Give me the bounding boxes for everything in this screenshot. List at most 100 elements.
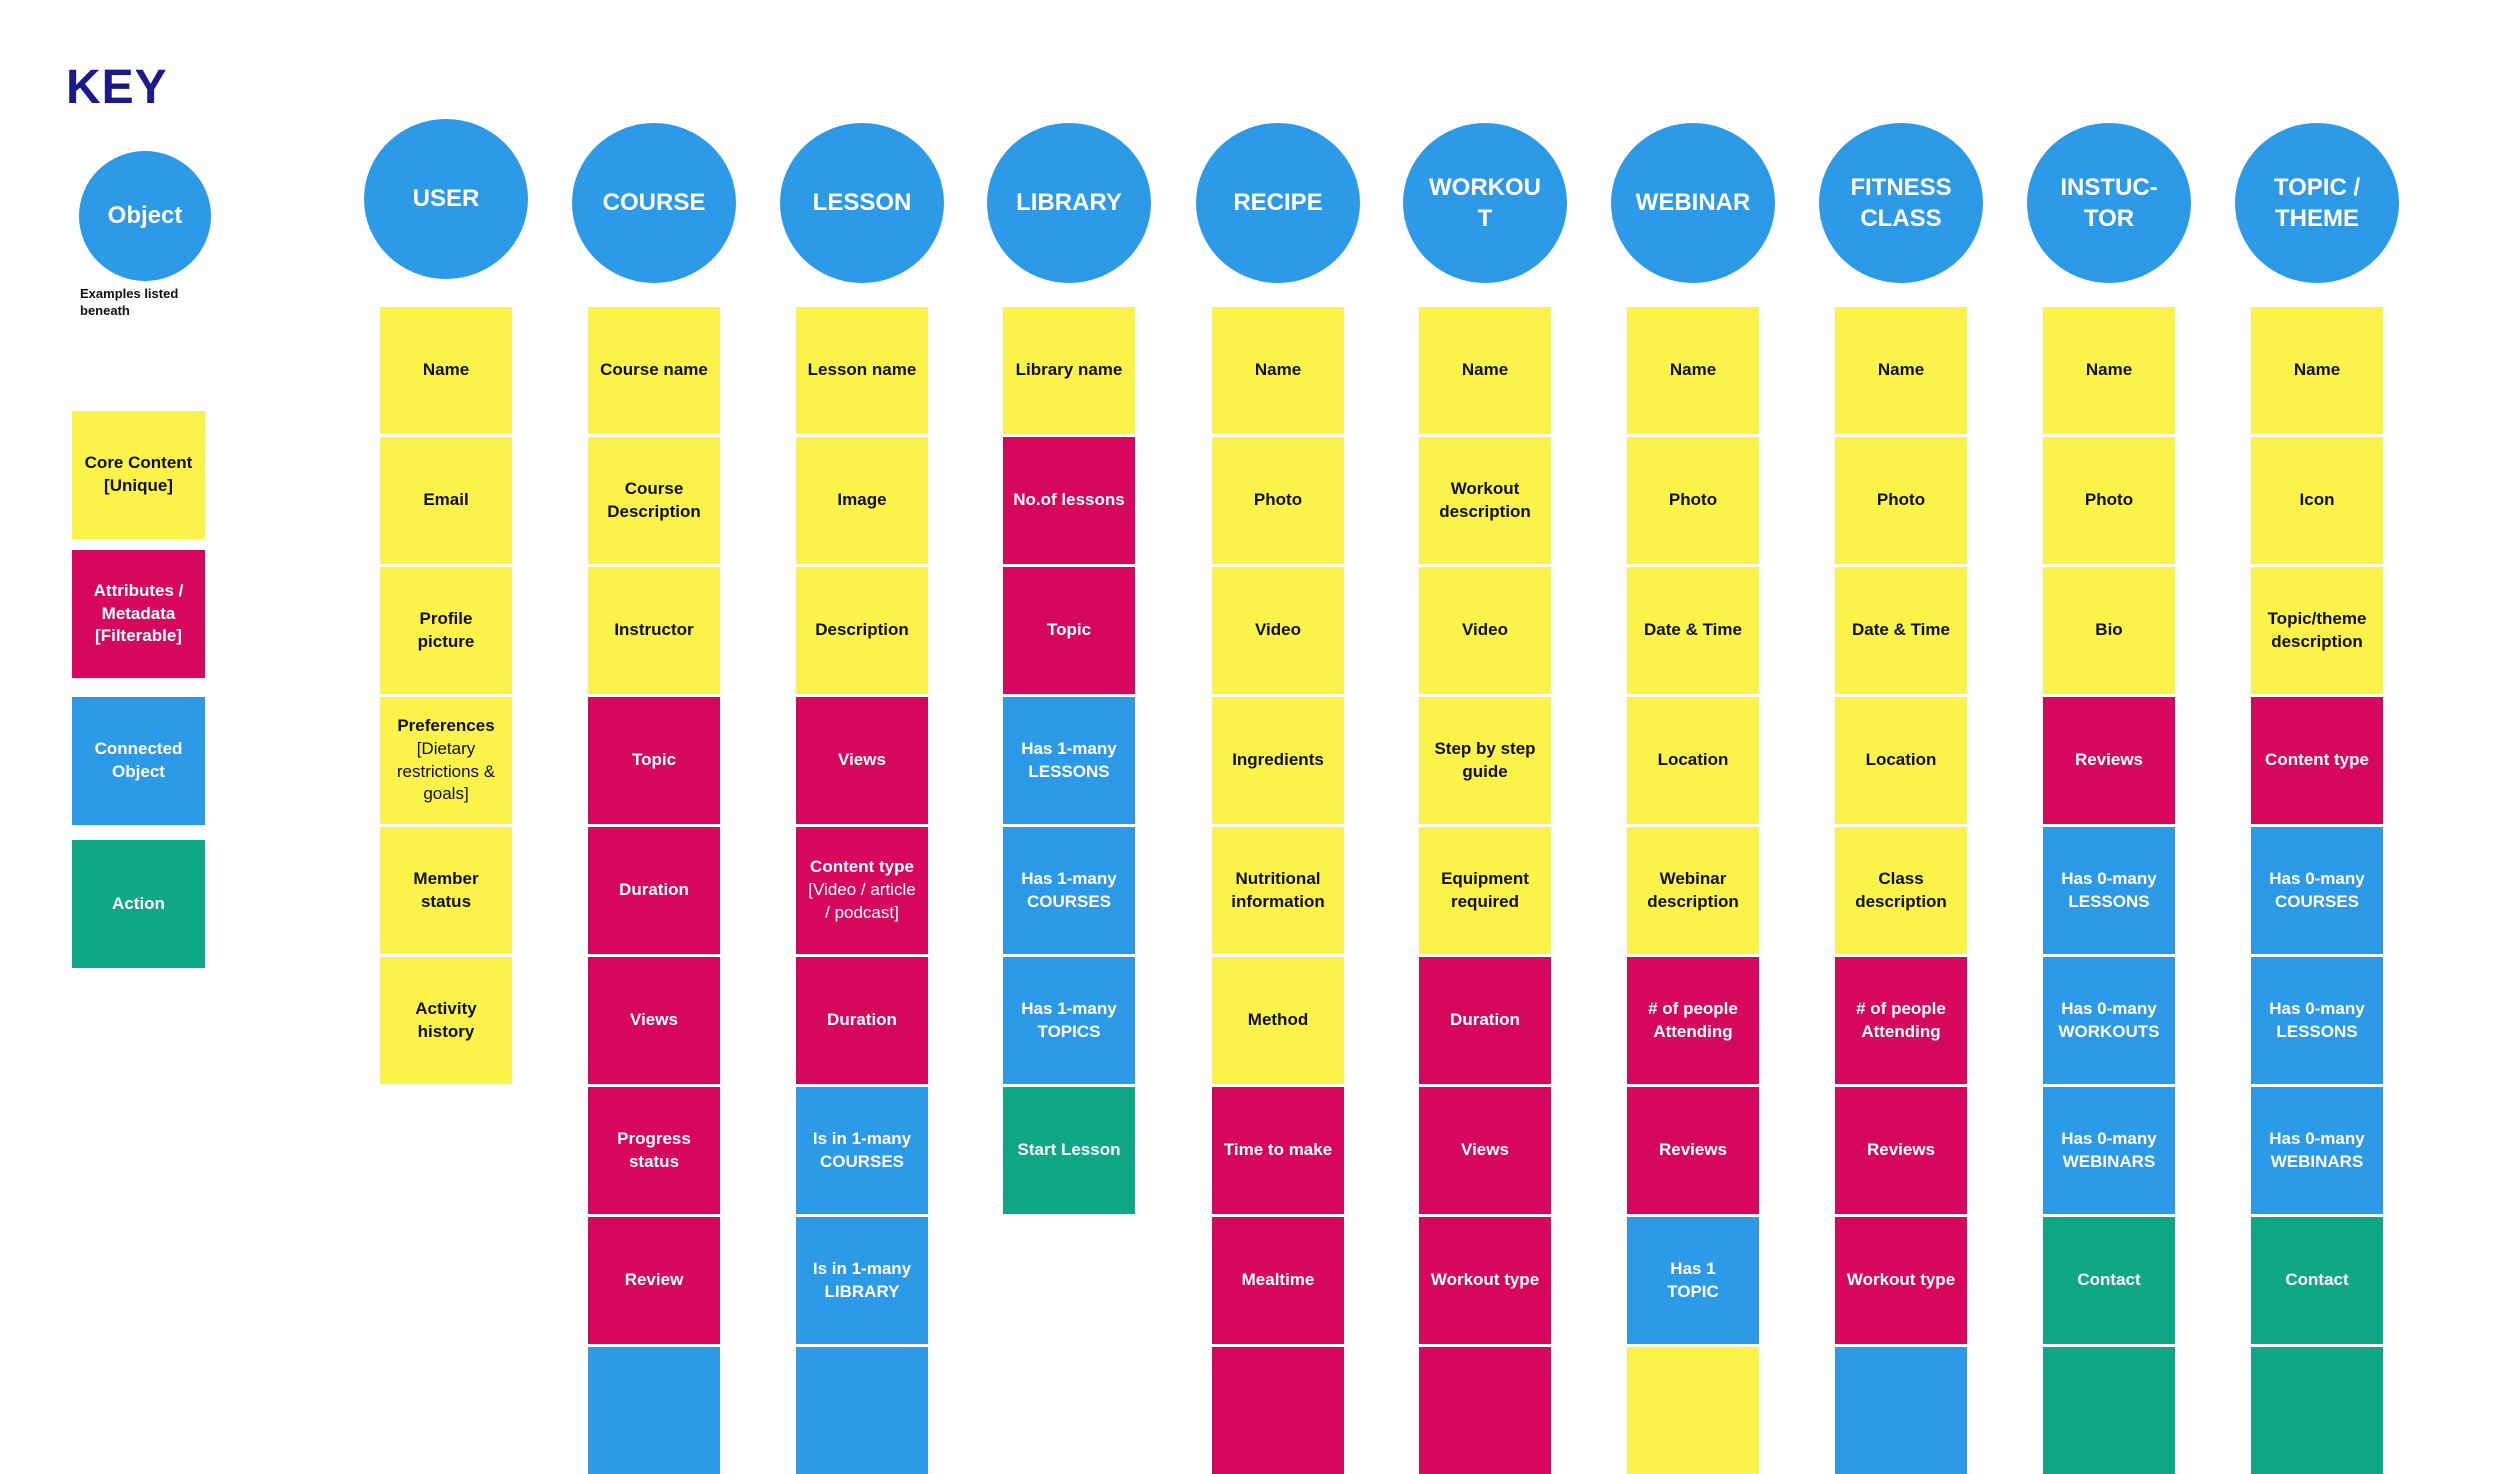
- card-label: Date & Time: [1644, 620, 1742, 640]
- card-label: Review: [624, 1270, 684, 1290]
- card-label: Name: [1254, 360, 1302, 380]
- card-class-description: Class description: [1835, 827, 1967, 954]
- card-content-type: Content type: [2251, 697, 2383, 824]
- card-label: Views: [838, 750, 886, 770]
- card-icon: Icon: [2251, 437, 2383, 564]
- card-name: Name: [1835, 307, 1967, 434]
- card-label: Has 0-many WORKOUTS: [2058, 998, 2160, 1041]
- card-label: Name: [1669, 360, 1717, 380]
- card-label: Workout type: [1846, 1270, 1956, 1290]
- card-label: Instructor: [614, 620, 694, 640]
- card-content-type: Content type [Video / article / podcast]: [796, 827, 928, 954]
- card-progress-status: Progress status: [588, 1087, 720, 1214]
- card-name: Name: [2043, 307, 2175, 434]
- card-label: Has 0-many WEBINARS: [2269, 1128, 2365, 1171]
- card-has-0-many-lessons: Has 0-many LESSONS: [2251, 957, 2383, 1084]
- column-webinar: Name Photo Date & Time Location Webinar desc…: [1627, 307, 1759, 1474]
- card-label: Is in 1-many LIBRARY: [812, 1258, 912, 1301]
- card-photo: Photo: [1627, 437, 1759, 564]
- card-instructor: Instructor: [588, 567, 720, 694]
- card-name: Name: [1419, 307, 1551, 434]
- card-label: Has 1-many COURSES: [1021, 868, 1117, 911]
- column-library: Library name No.of lessons Topic Has 1-many…: [1003, 307, 1135, 1214]
- card-label: Content type: [810, 857, 914, 877]
- card-has-0-many-courses: Has 0-many COURSES: [2251, 827, 2383, 954]
- card-label: Profile picture: [417, 608, 475, 651]
- card-label: Views: [1461, 1140, 1509, 1160]
- card-label: Image: [837, 490, 887, 510]
- card-start-lesson: Start Lesson: [1003, 1087, 1135, 1214]
- card-has-0-many-lessons: Has 0-many LESSONS: [2043, 827, 2175, 954]
- card-label: Name: [1877, 360, 1925, 380]
- card-label: Email: [423, 490, 469, 510]
- card-label: No.of lessons: [1013, 490, 1125, 510]
- card-image: Image: [796, 437, 928, 564]
- card-has-1-many-lessons: Has 1-many LESSONS: [1003, 697, 1135, 824]
- card-views: Views: [588, 957, 720, 1084]
- object-circle-user: USER: [364, 119, 528, 279]
- card-label: Is in 1-many COURSES: [812, 1128, 912, 1171]
- card-label: Name: [2293, 360, 2341, 380]
- card-has-1-topic: Has 1 TOPIC: [1627, 1217, 1759, 1344]
- card-label: Views: [630, 1010, 678, 1030]
- card-member-status: Member status: [380, 827, 512, 954]
- card-location: Location: [1835, 697, 1967, 824]
- card-label: Video: [1255, 620, 1301, 640]
- card-has-0-many-webinars: Has 0-many WEBINARS: [2043, 1087, 2175, 1214]
- object-circle-course: COURSE: [572, 123, 736, 283]
- card-label: Has 0-many LESSONS: [2061, 868, 2157, 911]
- card-label: Library name: [1015, 360, 1123, 380]
- card-label: Photo: [1876, 490, 1926, 510]
- card-label: Has 1 TOPIC: [1667, 1258, 1719, 1301]
- card-label: Contact: [2077, 1270, 2141, 1290]
- card-label: Topic: [631, 750, 677, 770]
- object-circle-topic-theme: TOPIC / THEME: [2235, 123, 2399, 283]
- card-reviews: Reviews: [2043, 697, 2175, 824]
- card-partial: [1419, 1347, 1551, 1474]
- card-label: Mealtime: [1241, 1270, 1315, 1290]
- card-name: Name: [1627, 307, 1759, 434]
- card-name: Name: [1212, 307, 1344, 434]
- card-label: Has 0-many WEBINARS: [2061, 1128, 2157, 1171]
- card-label: Photo: [2084, 490, 2134, 510]
- card-label: Name: [422, 360, 470, 380]
- card-contact: Contact: [2043, 1217, 2175, 1344]
- card-video: Video: [1212, 567, 1344, 694]
- card-label: Name: [2085, 360, 2133, 380]
- card-label: Equipment required: [1441, 868, 1529, 911]
- card-topic: Topic: [1003, 567, 1135, 694]
- card-label: Class description: [1855, 868, 1947, 911]
- column-lesson: Lesson name Image Description Views Content …: [796, 307, 928, 1474]
- column-instuc-tor: Name Photo Bio Reviews Has 0-many LESSONS Has…: [2043, 307, 2175, 1474]
- card-workout-description: Workout description: [1419, 437, 1551, 564]
- object-circle-lesson: LESSON: [780, 123, 944, 283]
- card-label: Name: [1461, 360, 1509, 380]
- card-label: Method: [1247, 1010, 1309, 1030]
- card-label: Has 1-many TOPICS: [1021, 998, 1117, 1041]
- card-label: Photo: [1253, 490, 1303, 510]
- card-has-1-many-courses: Has 1-many COURSES: [1003, 827, 1135, 954]
- object-circle-instuc-tor: INSTUC- TOR: [2027, 123, 2191, 283]
- card-label: # of people Attending: [1648, 998, 1738, 1041]
- card-is-in-1-many-library: Is in 1-many LIBRARY: [796, 1217, 928, 1344]
- card-time-to-make: Time to make: [1212, 1087, 1344, 1214]
- card-duration: Duration: [1419, 957, 1551, 1084]
- card-no-of-lessons: No.of lessons: [1003, 437, 1135, 564]
- card-partial: [2043, 1347, 2175, 1474]
- card-label: Topic: [1046, 620, 1092, 640]
- card-description: Description: [796, 567, 928, 694]
- card-has-0-many-workouts: Has 0-many WORKOUTS: [2043, 957, 2175, 1084]
- card-label: Duration: [619, 880, 689, 900]
- card-photo: Photo: [1835, 437, 1967, 564]
- object-circle-workout: WORKOU T: [1403, 123, 1567, 283]
- column-user: Name Email Profile picture Preferences [Diet…: [380, 307, 512, 1084]
- column-course: Course name Course Description Instructor T…: [588, 307, 720, 1474]
- object-circle-library: LIBRARY: [987, 123, 1151, 283]
- card-workout-type: Workout type: [1419, 1217, 1551, 1344]
- card-views: Views: [796, 697, 928, 824]
- card-label: Ingredients: [1232, 750, 1324, 770]
- card-label: Description: [815, 620, 909, 640]
- card-label: Has 0-many COURSES: [2269, 868, 2365, 911]
- card-date-time: Date & Time: [1627, 567, 1759, 694]
- column-topic-theme: Name Icon Topic/theme description Content t…: [2251, 307, 2383, 1474]
